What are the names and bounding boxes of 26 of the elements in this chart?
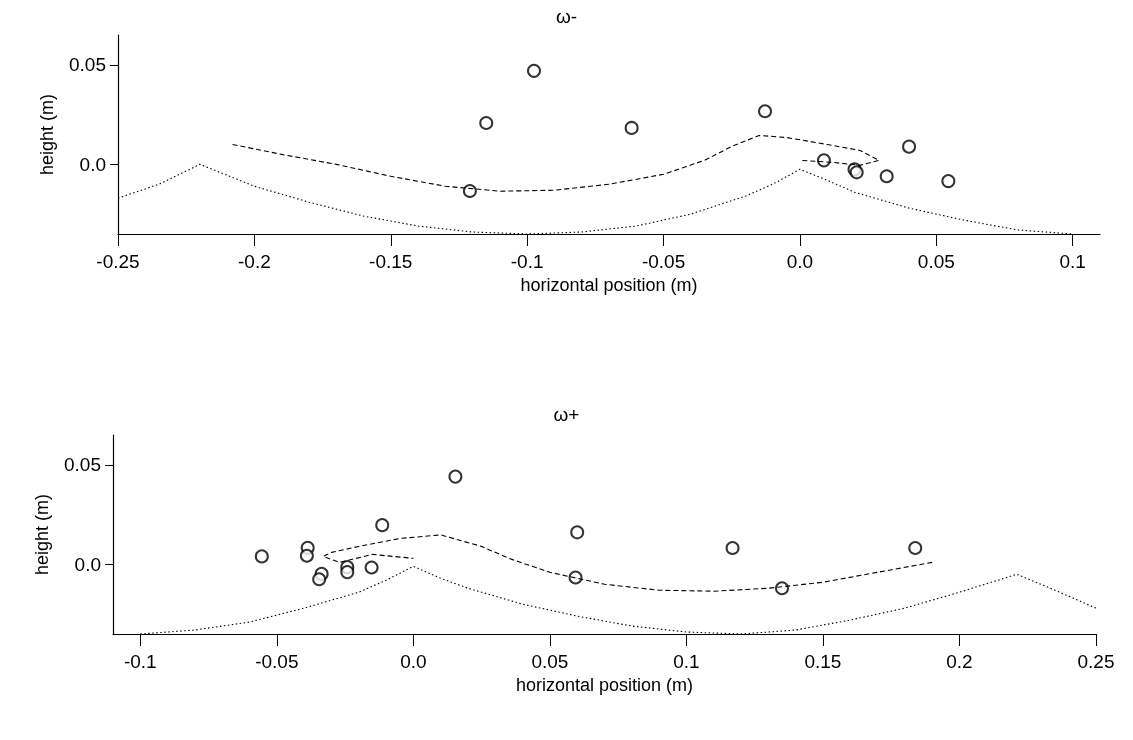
x-tick-label: -0.2 xyxy=(238,251,271,272)
x-tick-label: 0.2 xyxy=(946,651,973,672)
x-tick-label: -0.05 xyxy=(255,651,299,672)
x-tick-label: 0.0 xyxy=(400,651,427,672)
chart-title: ω+ xyxy=(553,404,580,425)
x-tick-label: 0.1 xyxy=(1059,251,1086,272)
x-tick-label: 0.05 xyxy=(531,651,569,672)
x-tick-label: 0.15 xyxy=(804,651,842,672)
y-tick-label: 0.0 xyxy=(74,553,101,575)
x-tick-label: -0.15 xyxy=(369,251,413,272)
x-tick-label: 0.25 xyxy=(1077,651,1115,672)
x-tick-label: 0.0 xyxy=(786,251,814,272)
y-tick-label: 0.05 xyxy=(69,54,106,76)
x-tick-label: -0.05 xyxy=(641,251,686,272)
y-axis-title: height (m) xyxy=(32,493,52,576)
x-tick-label: 0.05 xyxy=(917,251,955,272)
x-tick-label: -0.1 xyxy=(510,251,544,272)
y-axis-title: height (m) xyxy=(37,93,57,176)
x-axis-title: horizontal position (m) xyxy=(520,275,698,295)
y-tick-label: 0.05 xyxy=(64,454,101,476)
x-axis-title: horizontal position (m) xyxy=(515,675,694,695)
x-tick-label: -0.25 xyxy=(96,251,140,272)
x-tick-label: -0.1 xyxy=(123,651,157,672)
x-tick-label: 0.1 xyxy=(673,651,700,672)
y-tick-label: 0.0 xyxy=(79,153,106,175)
chart-title: ω- xyxy=(555,6,578,27)
